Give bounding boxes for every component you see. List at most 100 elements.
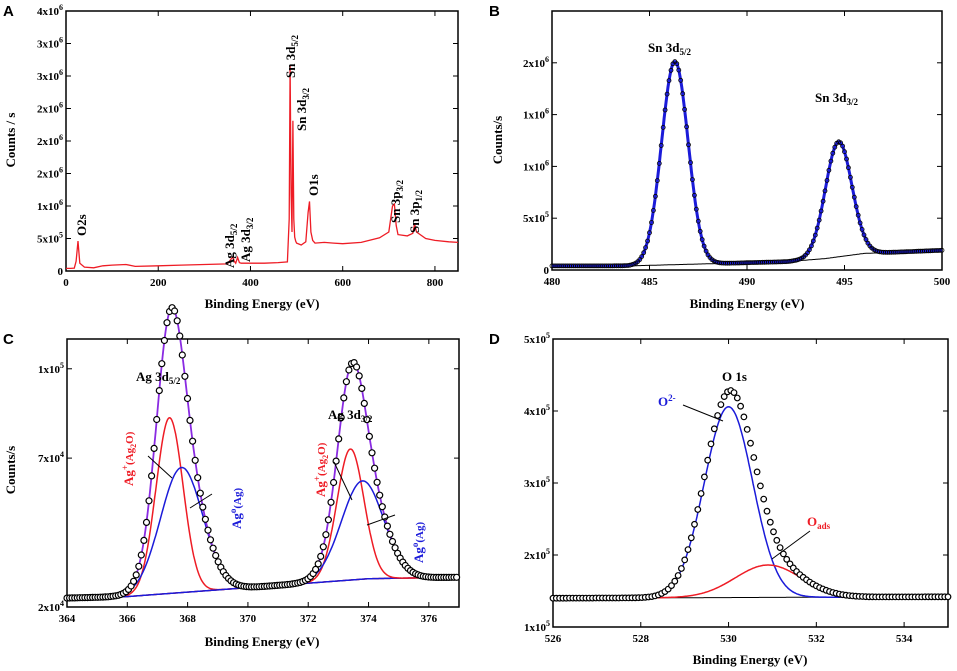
data-point <box>849 184 855 190</box>
data-point <box>743 426 751 433</box>
ytick-label: 2x106 <box>37 133 63 148</box>
data-point <box>809 243 814 249</box>
data-point <box>820 198 826 204</box>
data-point <box>773 536 781 544</box>
data-point <box>641 250 647 256</box>
annot-c-ag-3d52-main: Ag 3d <box>136 369 170 384</box>
data-point <box>678 565 685 572</box>
panel-c-ylabel: Counts/s <box>3 446 18 494</box>
data-point <box>770 528 777 536</box>
annot-d-o2-sup: 2- <box>668 393 676 403</box>
panel-c-frame <box>66 338 460 608</box>
annot-d-oads-sub: ads <box>817 521 831 531</box>
data-point <box>386 530 394 538</box>
annot-o2s: O2s <box>74 214 89 236</box>
annot-sn-3d52-main: Sn 3d <box>283 46 298 78</box>
data-point <box>937 247 943 253</box>
annot-b-sn-3d32-sub: 3/2 <box>846 97 858 107</box>
data-point <box>324 516 332 524</box>
data-point <box>649 220 654 225</box>
panel-a-frame <box>65 10 459 272</box>
annot-c-agplus-1-end: O) <box>124 431 136 444</box>
data-point <box>142 518 151 527</box>
annot-sn-3p12-sub: 1/2 <box>414 190 424 202</box>
data-point <box>828 158 834 164</box>
data-point <box>353 363 361 371</box>
ytick-label: 3x106 <box>37 36 63 51</box>
data-point <box>697 228 703 234</box>
data-point <box>212 551 220 560</box>
component-line <box>66 417 459 599</box>
data-point <box>453 573 461 581</box>
data-point <box>651 207 656 213</box>
data-point <box>824 177 830 183</box>
data-point <box>327 498 335 506</box>
xtick-label: 490 <box>739 276 756 288</box>
data-point <box>701 473 708 481</box>
data-point <box>163 319 171 327</box>
data-point <box>863 237 869 242</box>
data-point <box>853 204 859 210</box>
data-point <box>674 61 680 67</box>
panel-b-sn3d: 480 485 490 495 500 0 5x105 1x106 1x106 2x106 Bin… <box>490 10 951 311</box>
annot-c-agplus-2-sup: + <box>312 476 322 481</box>
data-point <box>199 503 207 511</box>
data-point <box>684 124 689 130</box>
data-point <box>812 232 818 238</box>
data-point <box>653 193 658 199</box>
ytick-label: 2x106 <box>523 55 549 70</box>
data-point <box>314 560 322 568</box>
annot-c-ag-3d32-main: Ag 3d <box>328 407 362 422</box>
data-point <box>358 384 366 392</box>
annot-c-agplus-2-ag2o: (Ag <box>316 458 328 476</box>
data-point <box>373 478 381 486</box>
data-point <box>678 77 684 83</box>
panel-b-xlabel: Binding Energy (eV) <box>690 296 805 311</box>
data-point <box>760 495 768 503</box>
data-point <box>368 449 376 457</box>
data-point <box>360 399 368 407</box>
arrow-c-agplus-2 <box>333 461 353 501</box>
data-point <box>660 125 666 130</box>
data-point <box>851 194 857 200</box>
xtick-label: 532 <box>808 633 825 645</box>
arrow-d-o2 <box>682 404 724 422</box>
data-point <box>204 526 212 534</box>
data-point <box>676 67 682 73</box>
data-point <box>840 143 845 149</box>
data-point <box>826 167 832 173</box>
xtick-label: 376 <box>421 613 438 625</box>
data-point <box>645 238 650 244</box>
annot-b-sn-3d52-sub: 5/2 <box>679 47 691 57</box>
data-point <box>699 237 705 243</box>
arrow-c-agplus-1 <box>147 455 173 479</box>
annot-c-ag0-2-sup: o <box>410 542 420 547</box>
panel-c-xlabel: Binding Energy (eV) <box>205 634 320 649</box>
data-point <box>684 546 692 553</box>
data-point <box>844 156 849 162</box>
ytick-label: 5x105 <box>524 331 550 346</box>
data-point <box>319 543 327 551</box>
data-point <box>206 536 215 544</box>
data-point <box>822 188 828 194</box>
annot-c-ag0-1-sup: o <box>228 508 238 513</box>
data-point <box>335 435 343 443</box>
data-point <box>763 507 771 515</box>
data-point <box>783 555 791 563</box>
annot-c-agplus-2-end: O) <box>316 442 328 455</box>
data-point <box>944 593 952 601</box>
data-point <box>658 143 664 148</box>
annot-d-o2-main: O <box>658 394 668 409</box>
data-point <box>345 366 353 374</box>
ytick-label: 2x106 <box>37 166 63 181</box>
panel-c-ag3d: 364 366 368 370 372 374 376 2x104 7x104 1x105 Bin… <box>3 304 461 649</box>
data-point <box>376 491 384 499</box>
data-point <box>183 394 192 403</box>
series-line-fit <box>552 59 943 268</box>
data-point <box>750 454 758 461</box>
data-point <box>145 497 153 505</box>
data-point <box>730 389 738 397</box>
xtick-label: 368 <box>179 613 196 625</box>
data-point <box>132 571 140 579</box>
ytick-label: 2x104 <box>38 599 64 614</box>
